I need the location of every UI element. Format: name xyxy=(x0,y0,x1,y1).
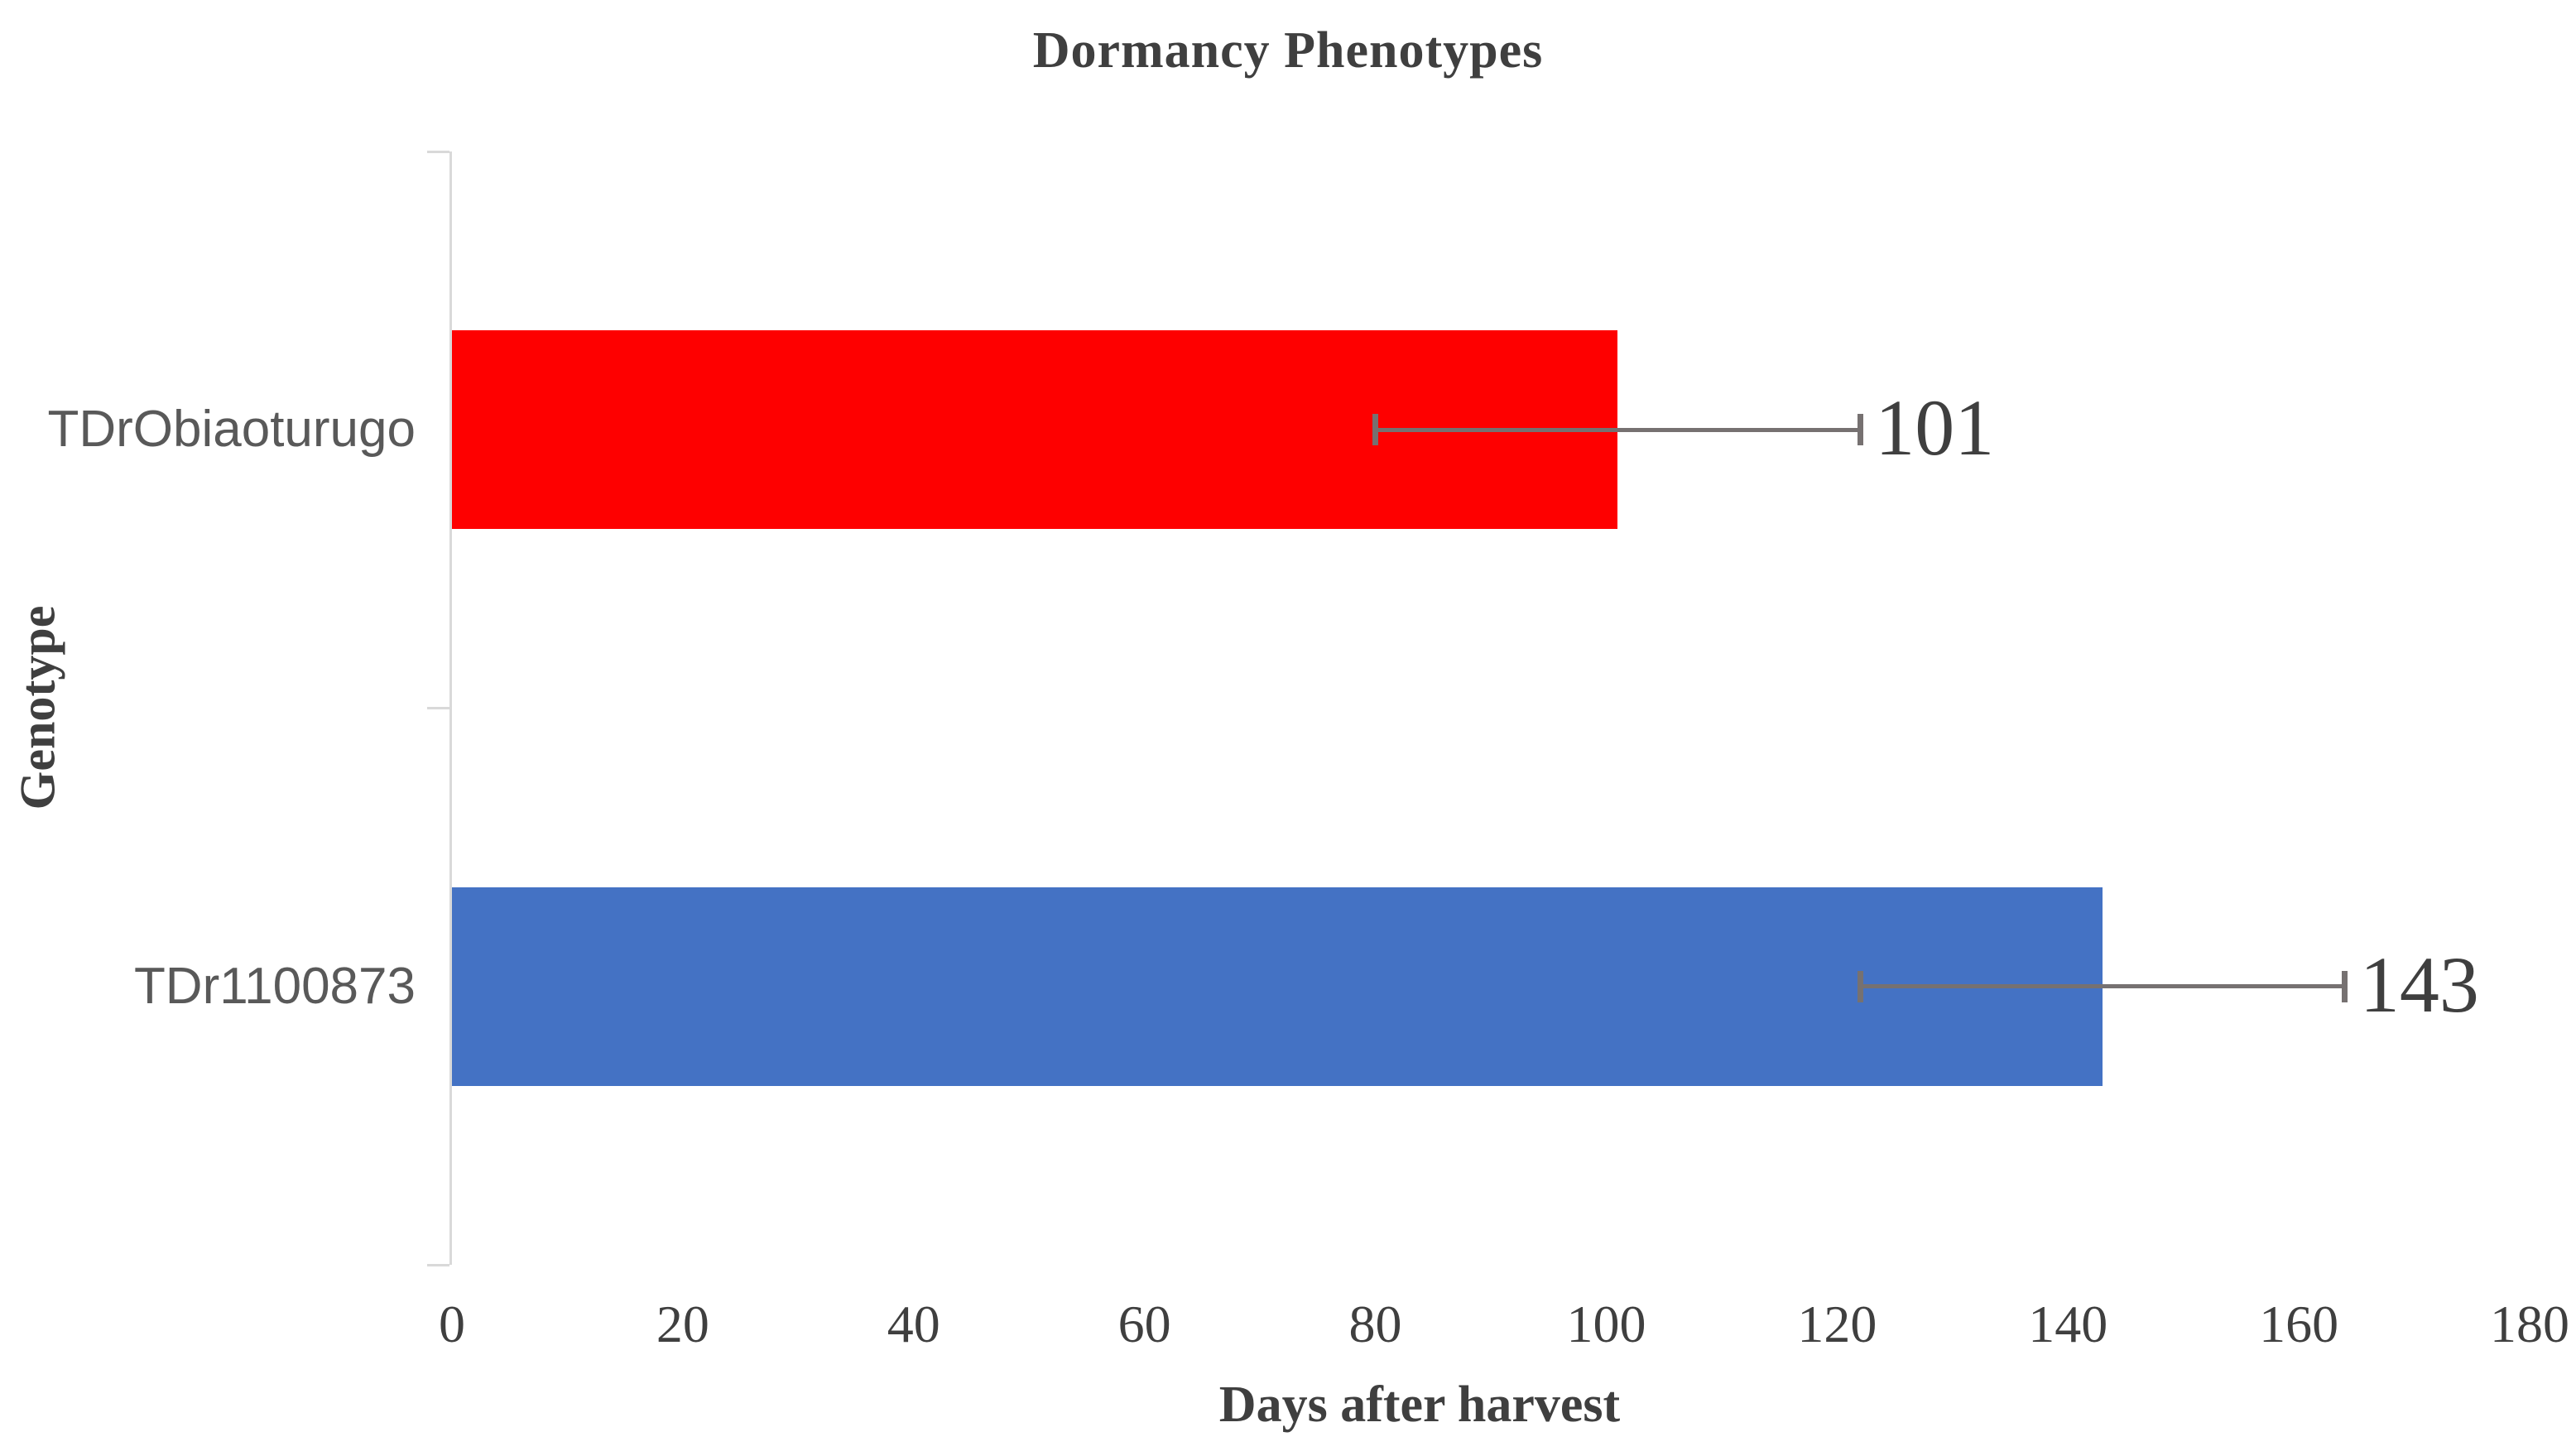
error-bar xyxy=(1375,427,1861,432)
y-axis-tick xyxy=(427,150,449,153)
error-bar-cap xyxy=(1372,414,1379,446)
y-axis-tick xyxy=(427,707,449,709)
plot-area: 101 143 xyxy=(427,150,2530,1266)
data-label: 101 xyxy=(1875,383,1995,473)
x-axis-tick-label: 120 xyxy=(1797,1295,1877,1353)
error-bar-cap xyxy=(2342,970,2348,1002)
category-label: TDr1100873 xyxy=(133,957,416,1015)
x-axis-tick-label: 20 xyxy=(656,1295,709,1353)
bar-TDr1100873 xyxy=(452,887,2103,1086)
data-label: 143 xyxy=(2359,939,2479,1029)
x-axis-title: Days after harvest xyxy=(1218,1377,1621,1433)
x-axis-tick-label: 100 xyxy=(1566,1295,1646,1353)
y-axis-title: Genotype xyxy=(10,605,65,810)
x-axis-tick-label: 80 xyxy=(1348,1295,1402,1353)
x-axis-tick-label: 140 xyxy=(2028,1295,2108,1353)
x-axis-tick-label: 0 xyxy=(439,1295,465,1353)
x-axis-tick-label: 180 xyxy=(2490,1295,2569,1353)
error-bar xyxy=(1860,984,2345,989)
y-axis-line xyxy=(449,151,452,1265)
y-axis-tick xyxy=(427,1263,449,1266)
x-axis-tick-label: 60 xyxy=(1117,1295,1171,1353)
chart-title: Dormancy Phenotypes xyxy=(1032,22,1544,79)
category-label: TDrObiaoturugo xyxy=(47,401,416,459)
error-bar-cap xyxy=(1857,414,1863,446)
error-bar-cap xyxy=(1857,970,1863,1002)
x-axis-tick-label: 160 xyxy=(2259,1295,2339,1353)
x-axis-tick-label: 40 xyxy=(887,1295,940,1353)
